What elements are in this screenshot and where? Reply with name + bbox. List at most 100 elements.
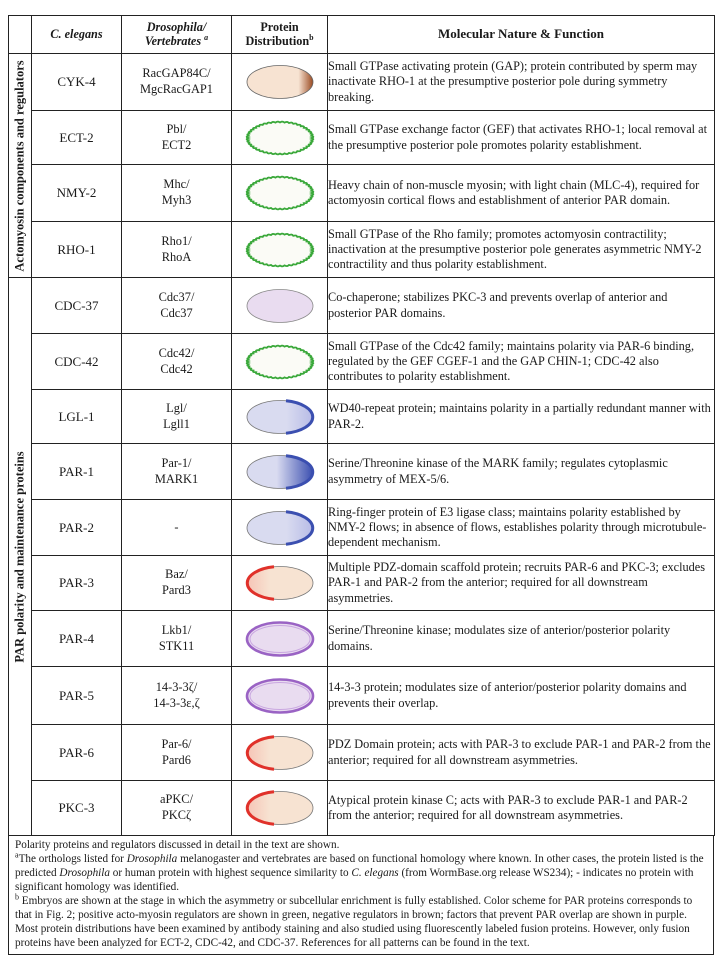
gene-name: PAR-3 — [31, 555, 122, 611]
ortholog-line2: STK11 — [158, 638, 195, 653]
ortholog-line1: Par-1/ — [161, 455, 192, 470]
header-c-elegans: C. elegans — [31, 15, 122, 54]
function-text: 14-3-3 protein; modulates size of anteri… — [327, 666, 715, 725]
function-text: Small GTPase exchange factor (GEF) that … — [327, 110, 715, 165]
ortholog-line2: ECT2 — [161, 137, 192, 152]
footnote-b-mark: b — [15, 892, 19, 902]
corner-cell — [8, 15, 32, 54]
ortholog-cell: Par-6/Pard6 — [121, 724, 232, 781]
group-label-actomyosin: Actomyosin components and regulators — [12, 59, 27, 272]
ortholog-line2: Cdc42 — [160, 361, 193, 376]
distribution-cell — [231, 389, 328, 444]
ortholog-line2: Pard6 — [162, 752, 191, 767]
ortholog-line1: Mhc/ — [163, 177, 190, 192]
function-text: Co-chaperone; stabilizes PKC-3 and preve… — [327, 277, 715, 334]
ortholog-cell: Mhc/Myh3 — [121, 164, 232, 222]
ortholog-line1: Baz/ — [165, 567, 188, 582]
function-text: Ring-finger protein of E3 ligase class; … — [327, 499, 715, 556]
function-text: Small GTPase of the Cdc42 family; mainta… — [327, 333, 715, 390]
embryo-purple-cortex-icon — [245, 677, 314, 714]
gene-name: NMY-2 — [31, 164, 122, 222]
header-distribution: Protein Distributionb — [231, 15, 328, 54]
footnote-a-ital3: C. elegans — [351, 867, 399, 880]
table-row: PAR-5 14-3-3ζ/14-3-3ε,ζ 14-3-3 protein; mo… — [9, 666, 715, 725]
ortholog-cell: Cdc42/Cdc42 — [121, 333, 232, 390]
ortholog-cell: Cdc37/Cdc37 — [121, 277, 232, 334]
ortholog-line2: RhoA — [161, 249, 192, 264]
ortholog-line1: RacGAP84C/ — [142, 66, 211, 81]
table-row: PAR-3 Baz/Pard3 Multiple PDZ-domain scaffo… — [9, 555, 715, 611]
footnote-a-ital2: Drosophila — [59, 867, 110, 880]
group-actomyosin: Actomyosin components and regulators — [8, 53, 32, 278]
ortholog-cell: Par-1/MARK1 — [121, 443, 232, 500]
ortholog-cell: - — [121, 499, 232, 556]
ortholog-line1: Lkb1/ — [161, 622, 192, 637]
ortholog-cell: Lkb1/STK11 — [121, 610, 232, 667]
footnote-a-text3: or human protein with highest sequence s… — [109, 867, 352, 880]
gene-name: CDC-42 — [31, 333, 122, 390]
embryo-green-cortex-icon — [245, 175, 314, 211]
gene-name: CDC-37 — [31, 277, 122, 334]
embryo-blue-posterior-icon — [246, 509, 314, 546]
header-ortho-sup: a — [204, 32, 209, 42]
gene-name: PAR-5 — [31, 666, 122, 725]
embryo-blue-posterior-icon — [246, 398, 314, 435]
function-text: Serine/Threonine kinase of the MARK fami… — [327, 443, 715, 500]
ortholog-line1: Cdc37/ — [158, 289, 195, 304]
embryo-red-anterior-icon — [245, 734, 313, 771]
table-row: PKC-3 aPKC/PKCζ Atypical protein kinase C;… — [9, 780, 715, 836]
gene-name: ECT-2 — [31, 110, 122, 165]
ortholog-line2: PKCζ — [161, 808, 192, 822]
ortholog-line1: Par-6/ — [161, 736, 192, 751]
footnote-a: aThe orthologs listed for Drosophila mel… — [15, 851, 709, 894]
group-par: PAR polarity and maintenance proteins — [8, 277, 32, 836]
distribution-cell — [231, 499, 328, 556]
header-row: C. elegans Drosophila/ Vertebrates a Pro… — [8, 15, 715, 54]
function-text: Multiple PDZ-domain scaffold protein; re… — [327, 555, 715, 611]
ortholog-line1: Lgl/ — [166, 400, 187, 415]
ortholog-line1: Pbl/ — [166, 121, 187, 136]
embryo-red-anterior-icon — [245, 790, 313, 826]
distribution-cell — [231, 443, 328, 500]
function-text: Atypical protein kinase C; acts with PAR… — [327, 780, 715, 836]
ortholog-cell: 14-3-3ζ/14-3-3ε,ζ — [121, 666, 232, 725]
footnote-intro: Polarity proteins and regulators discuss… — [15, 839, 340, 851]
footnote-b: b Embryos are shown at the stage in whic… — [15, 892, 709, 950]
distribution-cell — [231, 724, 328, 781]
ortholog-line2: Cdc37 — [160, 305, 193, 320]
footnote-a-text1: The orthologs listed for — [18, 853, 127, 866]
header-function: Molecular Nature & Function — [327, 15, 715, 54]
gene-name: PAR-6 — [31, 724, 122, 781]
gene-name: PAR-1 — [31, 443, 122, 500]
header-ortho-line2: Vertebrates — [144, 33, 202, 48]
function-text: Small GTPase activating protein (GAP); p… — [327, 53, 715, 111]
gene-name: RHO-1 — [31, 221, 122, 278]
distribution-cell — [231, 610, 328, 667]
header-orthologs: Drosophila/ Vertebrates a — [121, 15, 232, 54]
table-row: RHO-1 Rho1/RhoA Small GTPase of the Rho fa… — [9, 221, 715, 278]
table-row: ECT-2 Pbl/ECT2 Small GTPase exchange facto… — [9, 110, 715, 165]
function-text: WD40-repeat protein; maintains polarity … — [327, 389, 715, 444]
ortholog-line2: MgcRacGAP1 — [140, 82, 213, 96]
ortholog-line2: MARK1 — [154, 471, 199, 486]
header-dist-sup: b — [309, 32, 314, 42]
embryo-blue-posterior-gradient-icon — [246, 453, 314, 490]
gene-name: LGL-1 — [31, 389, 122, 444]
ortholog-cell: RacGAP84C/MgcRacGAP1 — [121, 53, 232, 111]
footnotes: Polarity proteins and regulators discuss… — [8, 836, 714, 956]
header-dist-line2: Distribution — [245, 33, 310, 48]
function-text: Heavy chain of non-muscle myosin; with l… — [327, 164, 715, 222]
embryo-brown-posterior-icon — [246, 65, 313, 99]
ortholog-cell: Lgl/Lgll1 — [121, 389, 232, 444]
ortholog-line1: Rho1/ — [161, 233, 192, 248]
embryo-green-cortex-icon — [245, 344, 314, 379]
table-body: Actomyosin components and regulators CYK-… — [8, 53, 715, 836]
protein-table: C. elegans Drosophila/ Vertebrates a Pro… — [8, 15, 715, 836]
distribution-cell — [231, 555, 328, 611]
ortholog-line1: Cdc42/ — [158, 345, 195, 360]
ortholog-line1: - — [174, 519, 179, 534]
table-frame: C. elegans Drosophila/ Vertebrates a Pro… — [8, 15, 715, 956]
table-row: Actomyosin components and regulators CYK-… — [8, 53, 715, 278]
gene-name: PKC-3 — [31, 780, 122, 836]
table-row: NMY-2 Mhc/Myh3 Heavy chain of non-muscle m… — [9, 164, 715, 222]
